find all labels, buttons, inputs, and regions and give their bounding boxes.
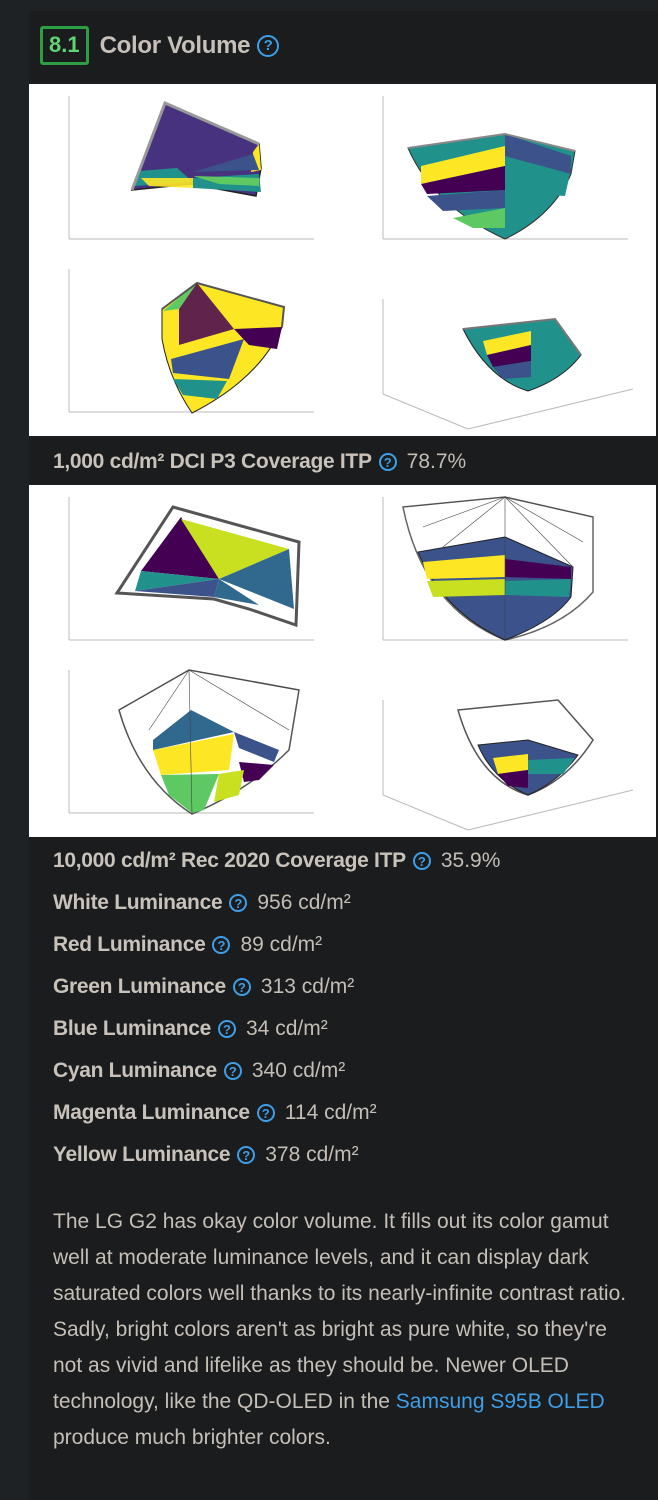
- help-icon[interactable]: ?: [256, 1104, 275, 1122]
- help-icon[interactable]: ?: [218, 1020, 236, 1038]
- gamut-plots-graphic: [68, 496, 634, 831]
- metric-label: Blue Luminance: [53, 1017, 211, 1040]
- help-icon[interactable]: ?: [412, 852, 431, 870]
- metric-yellow-luminance: Yellow Luminance ? 378 cd/m²: [53, 1141, 359, 1169]
- section-number-badge: 8.1: [40, 26, 89, 65]
- metric-value: 114 cd/m²: [284, 1101, 377, 1124]
- metric-blue-luminance: Blue Luminance ? 34 cd/m²: [53, 1015, 328, 1043]
- description-text: The LG G2 has okay color volume. It fill…: [53, 1210, 627, 1413]
- help-icon[interactable]: ?: [378, 453, 397, 471]
- metric-label: Yellow Luminance: [53, 1143, 231, 1166]
- metric-value: 89 cd/m²: [240, 933, 323, 956]
- help-icon[interactable]: ?: [257, 34, 280, 57]
- metric-value: 35.9%: [440, 849, 501, 872]
- metric-label: Red Luminance: [53, 933, 206, 956]
- metric-dci-p3-coverage: 1,000 cd/m² DCI P3 Coverage ITP ? 78.7%: [53, 448, 466, 476]
- help-icon[interactable]: ?: [212, 936, 231, 954]
- description-text-end: produce much brighter colors.: [53, 1426, 331, 1449]
- description-paragraph: The LG G2 has okay color volume. It fill…: [53, 1204, 633, 1456]
- help-icon[interactable]: ?: [229, 894, 248, 912]
- color-volume-panel: 8.1 Color Volume ?: [29, 11, 658, 1500]
- samsung-s95b-link[interactable]: Samsung S95B OLED: [395, 1390, 605, 1413]
- metric-red-luminance: Red Luminance ? 89 cd/m²: [53, 931, 322, 959]
- metric-value: 78.7%: [406, 450, 467, 473]
- metric-green-luminance: Green Luminance ? 313 cd/m²: [53, 973, 354, 1001]
- help-icon[interactable]: ?: [223, 1062, 242, 1080]
- metric-cyan-luminance: Cyan Luminance ? 340 cd/m²: [53, 1057, 345, 1085]
- metric-value: 313 cd/m²: [260, 975, 355, 998]
- metric-value: 340 cd/m²: [251, 1059, 346, 1082]
- section-title: Color Volume: [99, 31, 251, 59]
- gamut-plots-graphic: [68, 95, 634, 430]
- metric-label: 10,000 cd/m² Rec 2020 Coverage ITP: [53, 849, 406, 872]
- metric-value: 34 cd/m²: [246, 1017, 328, 1040]
- metric-label: Cyan Luminance: [53, 1059, 217, 1082]
- metric-white-luminance: White Luminance ? 956 cd/m²: [53, 889, 351, 917]
- rec2020-plot-image[interactable]: [29, 485, 656, 837]
- metric-value: 956 cd/m²: [257, 891, 351, 914]
- metric-label: 1,000 cd/m² DCI P3 Coverage ITP: [53, 450, 372, 473]
- dci-p3-plot-image[interactable]: [29, 84, 656, 436]
- metric-value: 378 cd/m²: [265, 1143, 359, 1166]
- metric-label: Green Luminance: [53, 975, 226, 998]
- metric-label: White Luminance: [53, 891, 223, 914]
- metric-label: Magenta Luminance: [53, 1101, 250, 1124]
- section-header: 8.1 Color Volume ?: [40, 26, 280, 65]
- metric-rec2020-coverage: 10,000 cd/m² Rec 2020 Coverage ITP ? 35.…: [53, 847, 500, 875]
- help-icon[interactable]: ?: [237, 1146, 256, 1164]
- help-icon[interactable]: ?: [232, 978, 251, 996]
- metric-magenta-luminance: Magenta Luminance ? 114 cd/m²: [53, 1099, 377, 1127]
